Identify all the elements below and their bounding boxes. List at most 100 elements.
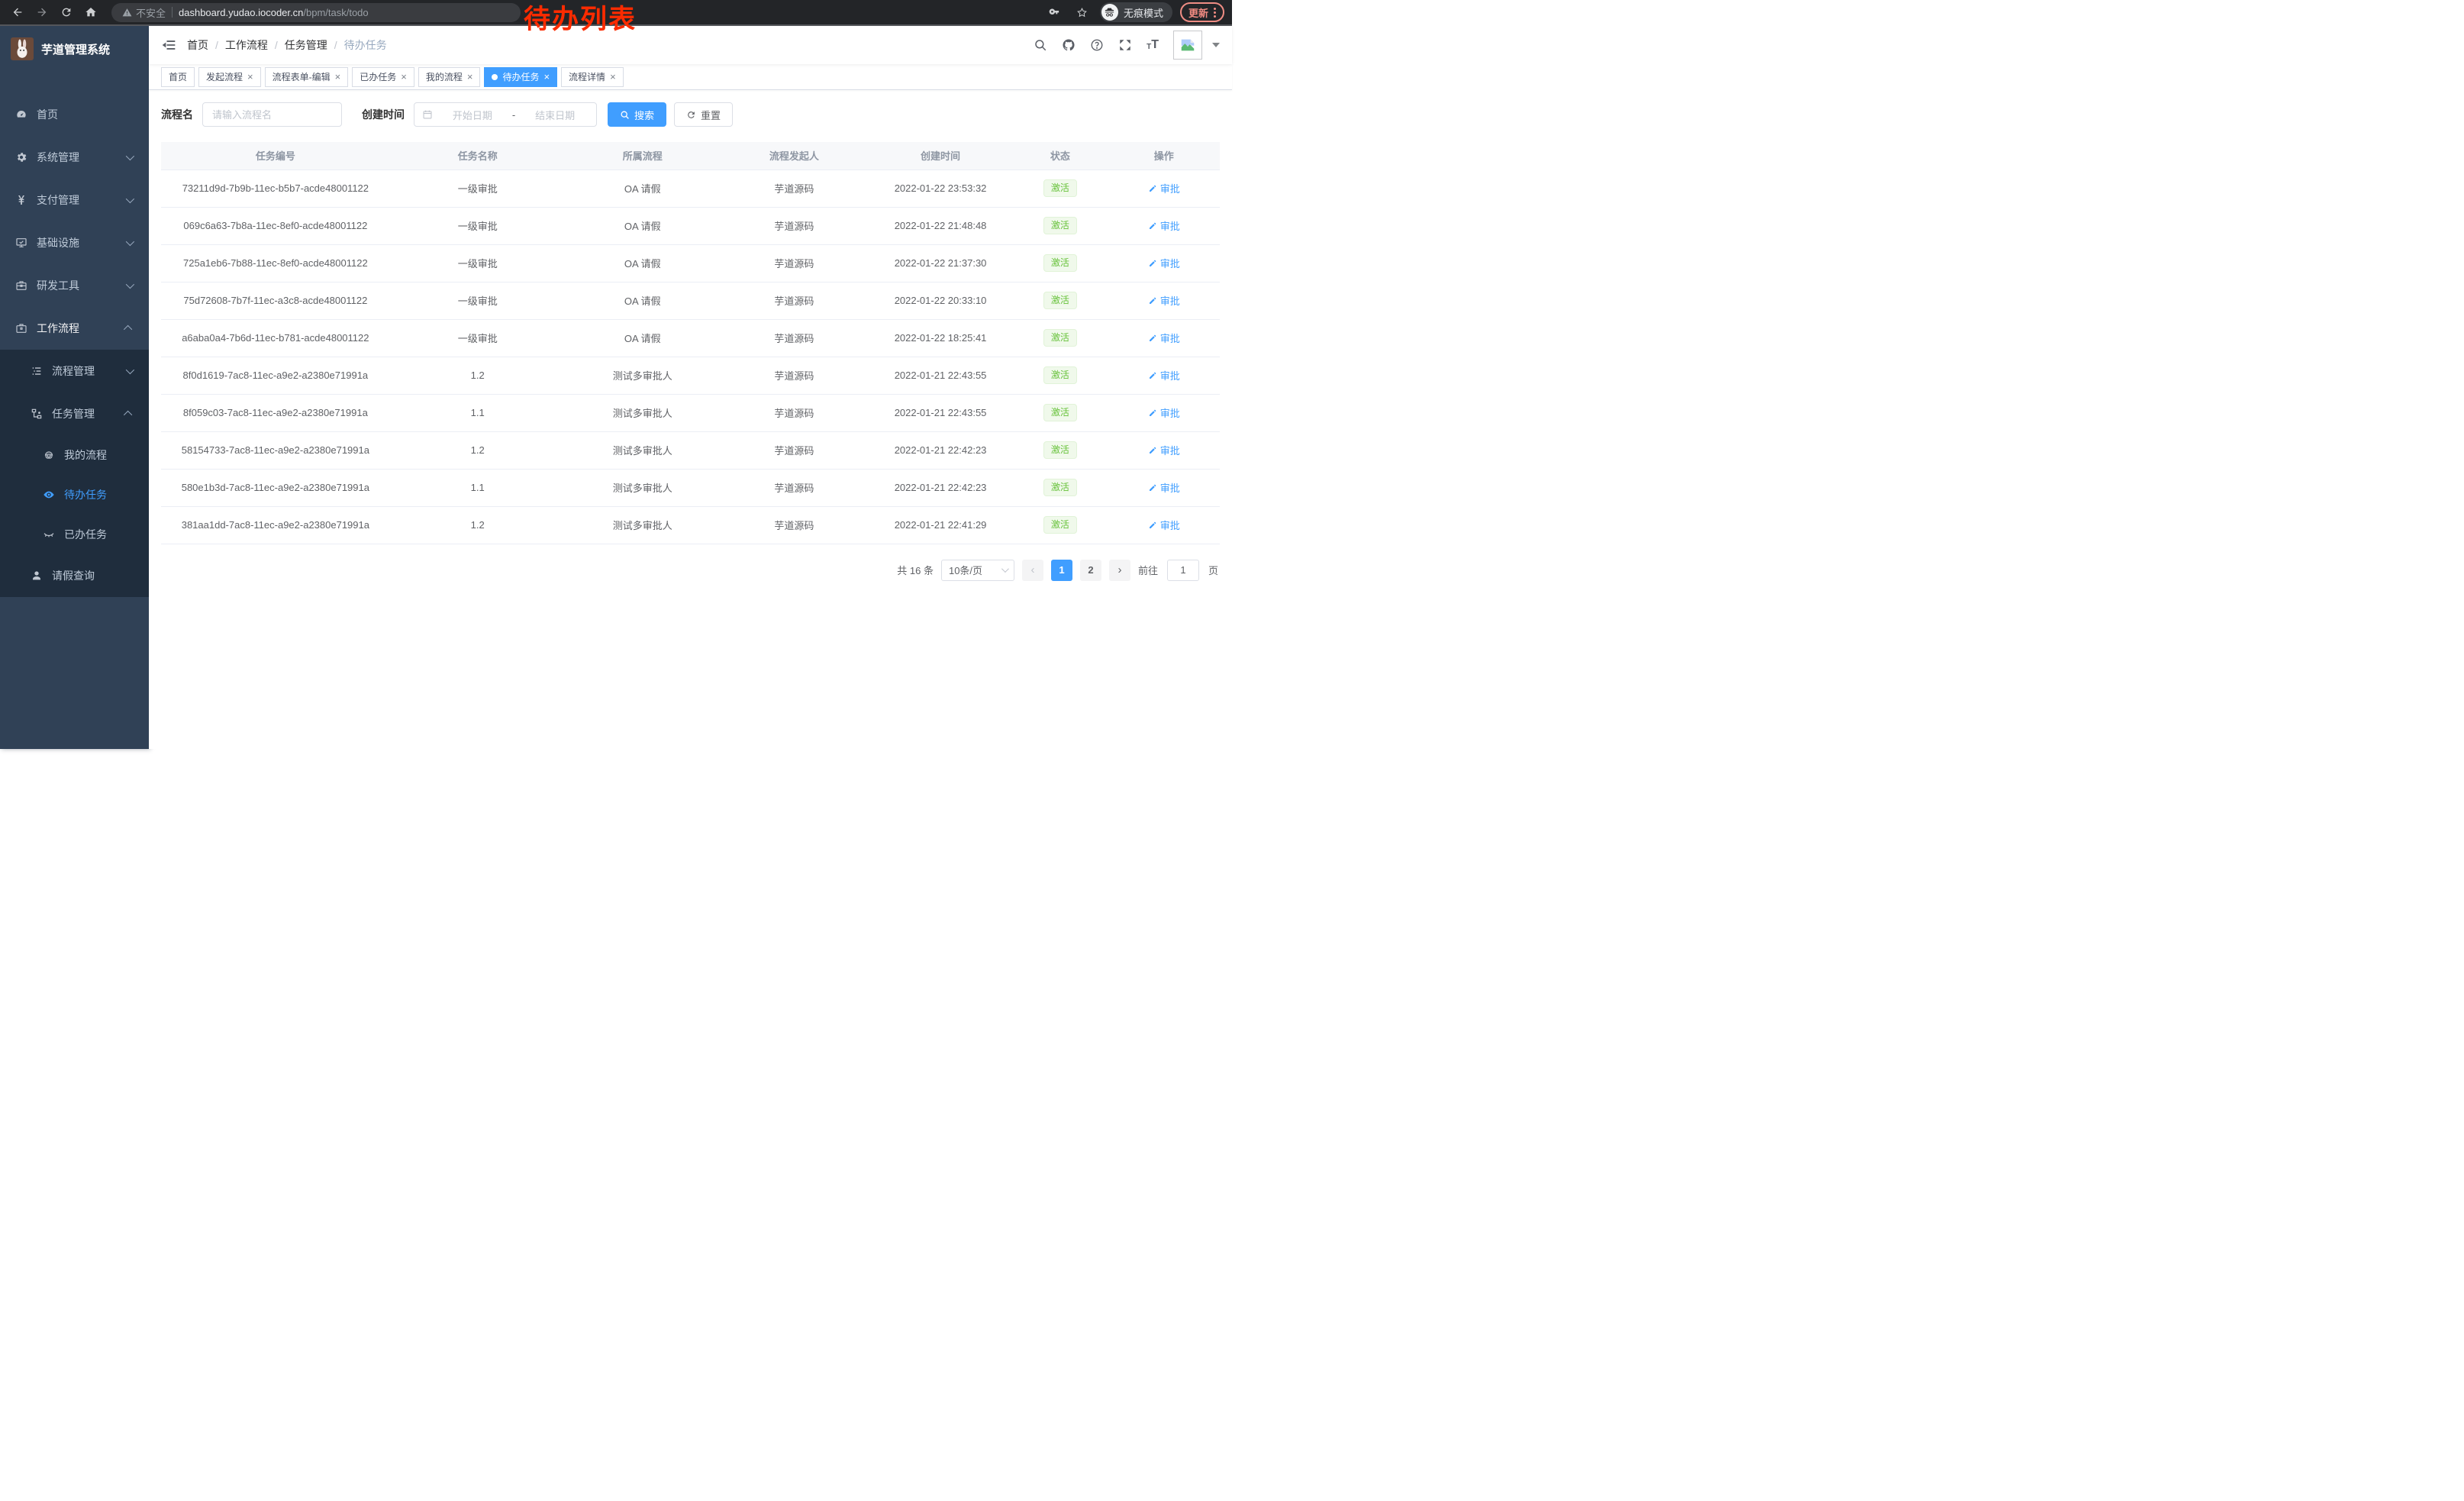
process-management-icon: [31, 365, 43, 377]
avatar[interactable]: [1173, 31, 1202, 60]
created-time-cell: 2022-01-22 21:37:30: [868, 244, 1013, 282]
tab-5[interactable]: 待办任务 ×: [484, 66, 558, 87]
sidebar-item-7[interactable]: 任务管理: [0, 392, 149, 435]
back-icon[interactable]: [8, 2, 27, 22]
approve-link[interactable]: 审批: [1148, 405, 1180, 420]
close-icon[interactable]: ×: [334, 71, 341, 82]
tab-label: 我的流程: [425, 72, 463, 82]
sidebar-item-11[interactable]: 请假查询: [0, 554, 149, 597]
status-badge: 激活: [1043, 515, 1077, 534]
tab-1[interactable]: 发起流程 ×: [198, 66, 261, 87]
task-table: 任务编号 任务名称 所属流程 流程发起人 创建时间 状态 操作 73211d9d-7b9b-…: [161, 142, 1220, 544]
status-badge: 激活: [1043, 403, 1077, 422]
approve-link[interactable]: 审批: [1148, 480, 1180, 495]
tags-view: 首页 发起流程 × 流程表单-编辑 × 已办任务 × 我的流程 × 待办任务 × 流程详情 ×: [149, 64, 1232, 90]
start-date-placeholder[interactable]: 开始日期: [452, 109, 492, 121]
breadcrumb-item-2[interactable]: 任务管理: [284, 39, 327, 51]
reload-icon[interactable]: [56, 2, 76, 22]
task-id-cell: 58154733-7ac8-11ec-a9e2-a2380e71991a: [161, 431, 390, 470]
task-id-cell: 580e1b3d-7ac8-11ec-a9e2-a2380e71991a: [161, 469, 390, 507]
sidebar-item-9[interactable]: 待办任务: [0, 475, 149, 515]
page-size-select[interactable]: 10条/页: [940, 559, 1014, 581]
sidebar-item-0[interactable]: 首页: [0, 93, 149, 136]
date-separator: -: [511, 108, 516, 121]
sidebar-item-1[interactable]: 系统管理: [0, 136, 149, 179]
github-icon[interactable]: [1062, 38, 1076, 52]
approve-link[interactable]: 审批: [1148, 368, 1180, 383]
tab-6[interactable]: 流程详情 ×: [561, 66, 624, 87]
key-icon[interactable]: [1045, 2, 1065, 22]
page-button-2[interactable]: 2: [1079, 559, 1101, 581]
reset-button[interactable]: 重置: [674, 102, 734, 127]
approve-link[interactable]: 审批: [1148, 443, 1180, 457]
sidebar-item-8[interactable]: 我的流程: [0, 435, 149, 475]
approve-link[interactable]: 审批: [1148, 293, 1180, 308]
status-badge: 激活: [1043, 366, 1077, 385]
active-dot: [492, 73, 498, 80]
forward-icon[interactable]: [32, 2, 52, 22]
star-icon[interactable]: [1072, 2, 1092, 22]
sidebar-item-label: 研发工具: [37, 279, 79, 292]
tab-2[interactable]: 流程表单-编辑 ×: [264, 66, 349, 87]
close-icon[interactable]: ×: [466, 71, 473, 82]
breadcrumb-item-0[interactable]: 首页: [187, 39, 208, 51]
next-page-button[interactable]: ›: [1108, 559, 1130, 581]
app-root: 芋道管理系统 首页 系统管理 支付管理 基础设施 研发工具 工作流程 流程管理 任务管理 我的流…: [0, 26, 1232, 749]
fullscreen-icon[interactable]: [1118, 38, 1132, 52]
approve-link[interactable]: 审批: [1148, 518, 1180, 532]
close-icon[interactable]: ×: [610, 71, 616, 82]
not-secure-warning[interactable]: 不安全: [122, 5, 166, 20]
approve-link[interactable]: 审批: [1148, 181, 1180, 195]
close-icon[interactable]: ×: [247, 71, 253, 82]
approve-link[interactable]: 审批: [1148, 218, 1180, 233]
process-cell: 测试多审批人: [565, 506, 720, 544]
table-row: 58154733-7ac8-11ec-a9e2-a2380e71991a 1.2 测…: [161, 431, 1220, 470]
caret-down-icon[interactable]: [1212, 43, 1220, 47]
tab-4[interactable]: 我的流程 ×: [418, 66, 481, 87]
search-icon[interactable]: [1034, 38, 1047, 52]
approve-link[interactable]: 审批: [1148, 256, 1180, 270]
task-name-cell: 1.1: [389, 394, 566, 432]
task-name-cell: 一级审批: [389, 282, 566, 320]
sidebar-item-label: 请假查询: [52, 570, 95, 582]
update-button[interactable]: 更新: [1179, 2, 1224, 22]
close-icon[interactable]: ×: [543, 71, 550, 82]
sidebar-item-5[interactable]: 工作流程: [0, 307, 149, 350]
end-date-placeholder[interactable]: 结束日期: [535, 109, 576, 121]
sidebar-item-6[interactable]: 流程管理: [0, 350, 149, 392]
search-button[interactable]: 搜索: [608, 102, 667, 127]
status-badge: 激活: [1043, 291, 1077, 310]
task-name-cell: 1.1: [389, 469, 566, 507]
tab-3[interactable]: 已办任务 ×: [352, 66, 414, 87]
home-icon[interactable]: [81, 2, 101, 22]
sidebar-item-3[interactable]: 基础设施: [0, 221, 149, 264]
prev-page-button[interactable]: ‹: [1021, 559, 1043, 581]
process-name-input[interactable]: [202, 102, 342, 127]
process-cell: 测试多审批人: [565, 357, 720, 395]
tab-0[interactable]: 首页: [161, 66, 195, 87]
sidebar-item-4[interactable]: 研发工具: [0, 264, 149, 307]
task-id-cell: 8f059c03-7ac8-11ec-a9e2-a2380e71991a: [161, 394, 390, 432]
status-badge: 激活: [1043, 253, 1077, 273]
sidebar-menu: 首页 系统管理 支付管理 基础设施研发工具工作流程 流程管理 任务管理 我的流程 待办任务 已办…: [0, 72, 149, 749]
goto-page-input[interactable]: [1166, 559, 1199, 581]
sidebar-item-10[interactable]: 已办任务: [0, 515, 149, 554]
browser-menu-icon[interactable]: [1214, 7, 1216, 18]
sidebar-toggle-icon[interactable]: [161, 37, 176, 53]
page-button-1[interactable]: 1: [1050, 559, 1072, 581]
tab-label: 首页: [169, 72, 188, 82]
initiator-cell: 芋道源码: [719, 207, 869, 245]
help-icon[interactable]: [1090, 38, 1104, 52]
close-icon[interactable]: ×: [401, 71, 407, 82]
gear-icon: [15, 151, 27, 163]
date-range-picker[interactable]: 开始日期 - 结束日期: [414, 102, 597, 127]
process-cell: 测试多审批人: [565, 394, 720, 432]
incognito-badge[interactable]: 无痕模式: [1099, 2, 1172, 22]
approve-link[interactable]: 审批: [1148, 331, 1180, 345]
tab-label: 待办任务: [502, 72, 540, 82]
address-bar[interactable]: 不安全 dashboard.yudao.iocoder.cn/bpm/task/…: [111, 2, 521, 22]
sidebar-item-2[interactable]: 支付管理: [0, 179, 149, 221]
breadcrumb-item-1[interactable]: 工作流程: [224, 39, 268, 51]
logo-row[interactable]: 芋道管理系统: [0, 26, 149, 72]
